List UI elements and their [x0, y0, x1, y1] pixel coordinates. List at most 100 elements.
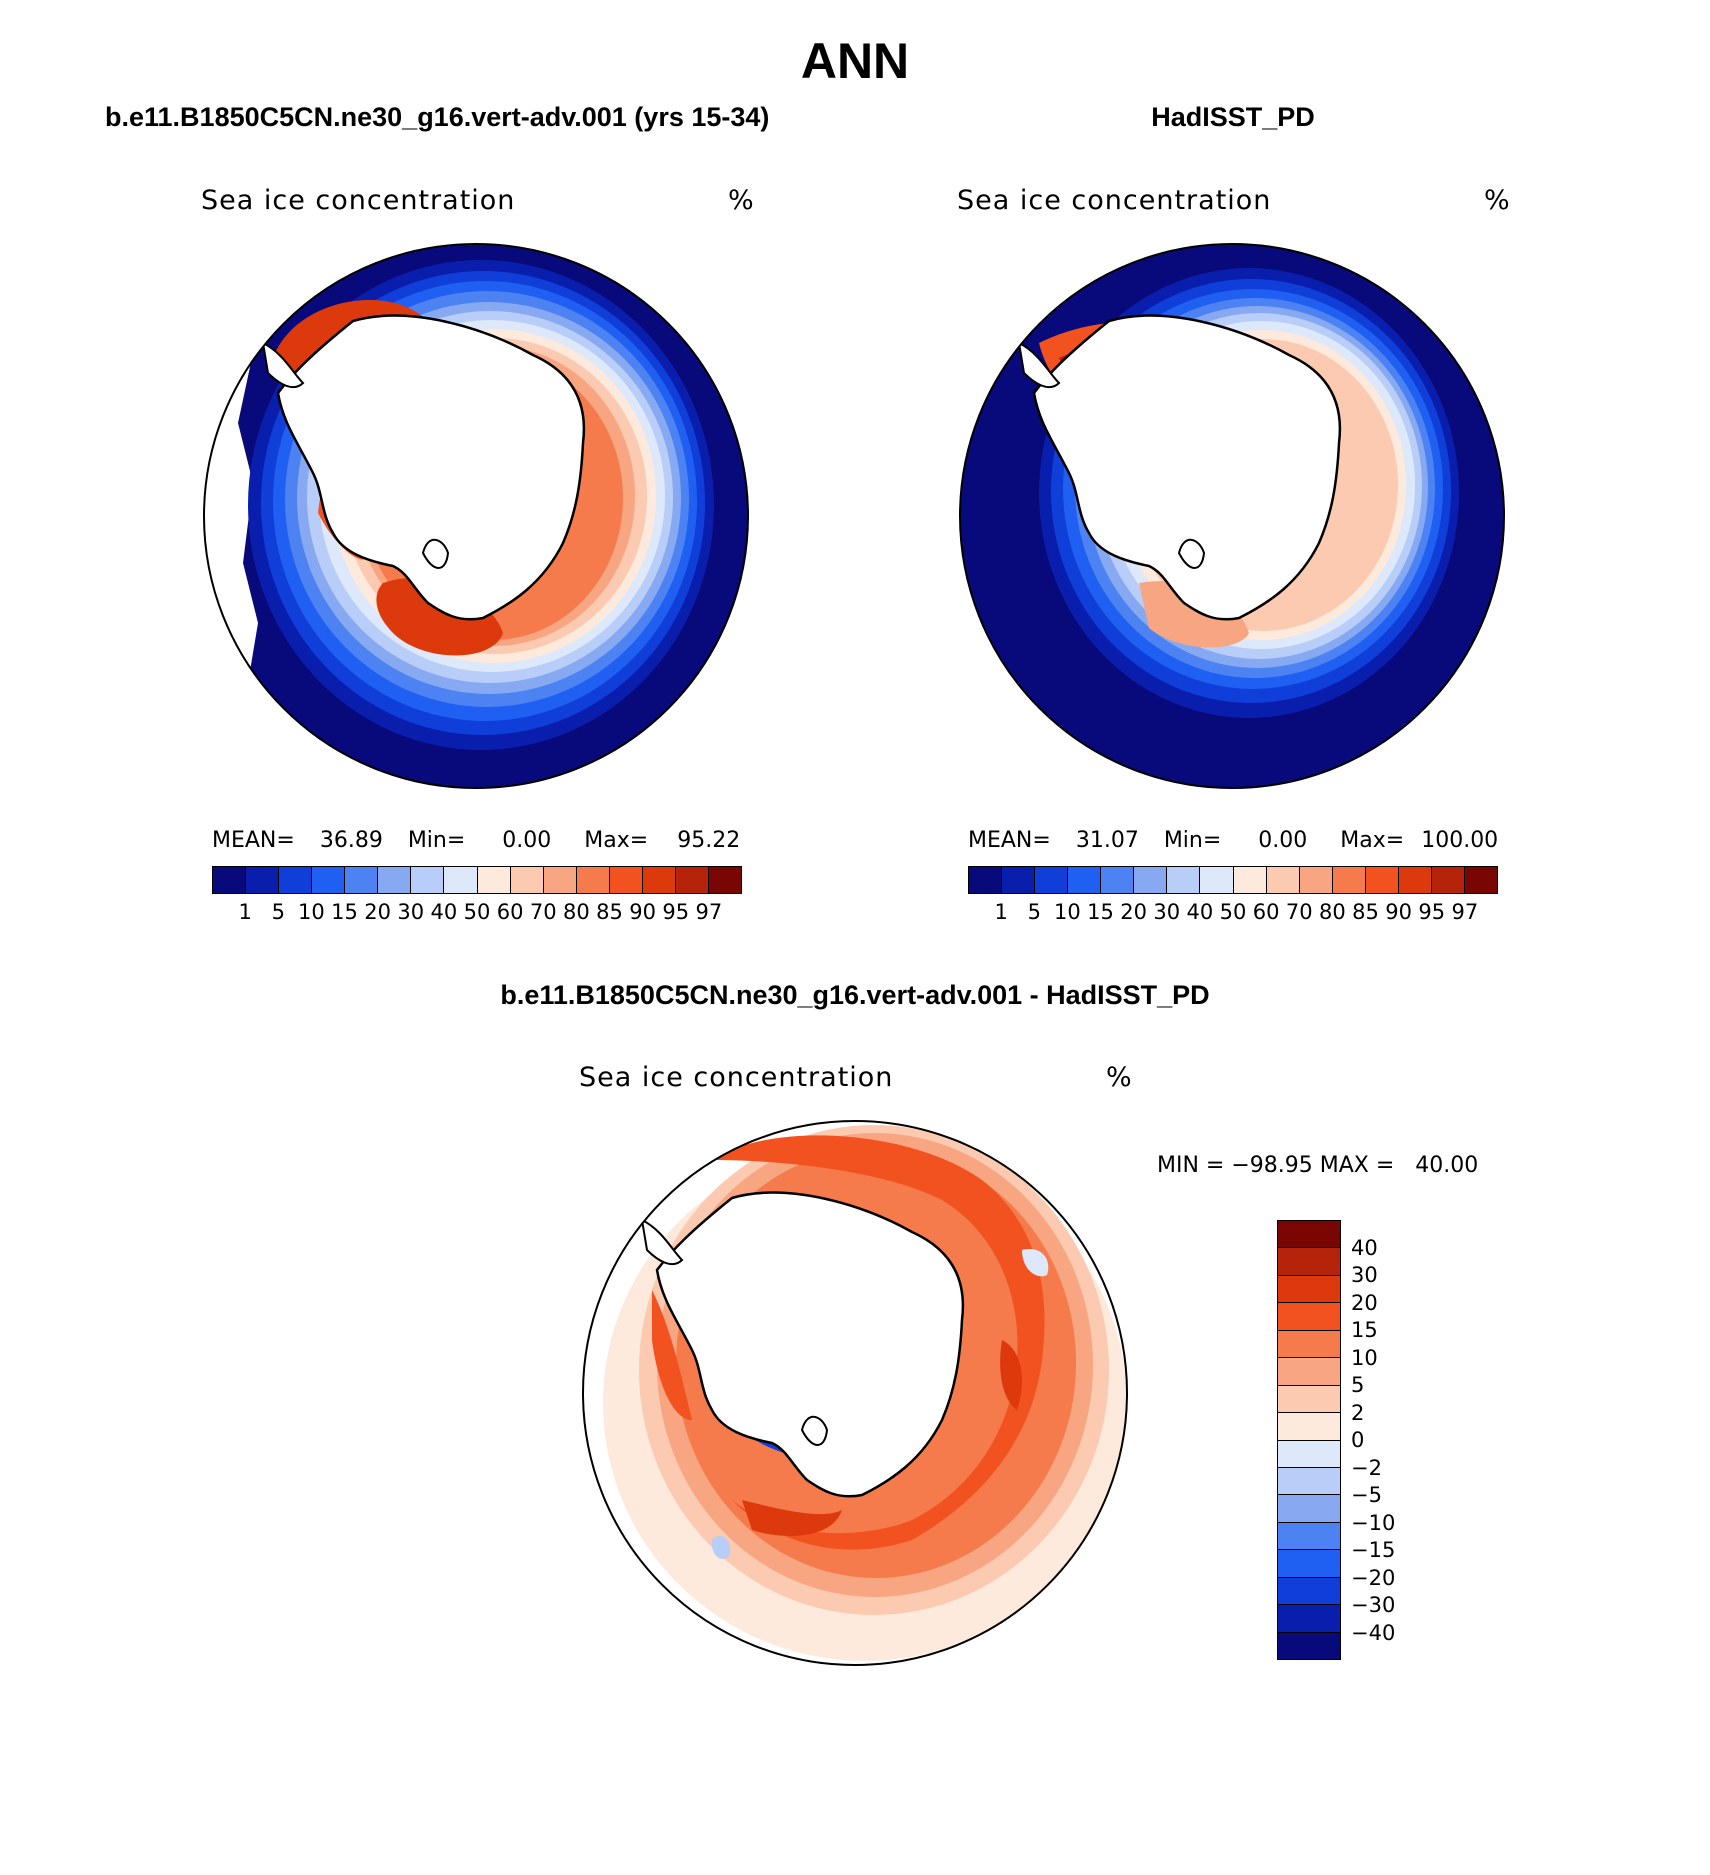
model-field-label: Sea ice concentration	[201, 185, 516, 216]
colorbar-box	[609, 867, 643, 893]
colorbar-tick-label: 97	[695, 900, 723, 924]
colorbar-box	[1278, 1522, 1340, 1551]
colorbar-box	[642, 867, 676, 893]
colorbar-box	[1278, 1248, 1340, 1276]
colorbar-box	[1299, 867, 1333, 893]
colorbar-box	[444, 867, 478, 893]
colorbar-box	[1134, 867, 1168, 893]
obs-mean-label: MEAN=	[968, 828, 1051, 853]
colorbar-box	[345, 867, 379, 893]
colorbar-tick-label: −30	[1351, 1593, 1396, 1617]
colorbar-box	[576, 867, 610, 893]
obs-min-value: 0.00	[1258, 828, 1308, 853]
colorbar-box	[1464, 867, 1497, 893]
colorbar-box	[1167, 867, 1201, 893]
diff-polar-map	[582, 1120, 1128, 1666]
colorbar-box	[213, 867, 247, 893]
colorbar-tick-label: 60	[1252, 900, 1280, 924]
colorbar-box	[1278, 1440, 1340, 1468]
colorbar-tick-label: 50	[463, 900, 491, 924]
model-polar-map	[203, 243, 749, 789]
colorbar-tick-label: 20	[1351, 1290, 1378, 1315]
colorbar-box	[510, 867, 544, 893]
obs-colorbar	[968, 866, 1498, 894]
colorbar-box	[1278, 1303, 1340, 1331]
colorbar-tick-label: 70	[529, 900, 557, 924]
colorbar-tick-label: 60	[496, 900, 524, 924]
obs-min-label: Min=	[1163, 828, 1222, 853]
colorbar-box	[1278, 1275, 1340, 1304]
colorbar-box	[1266, 867, 1300, 893]
colorbar-box	[1365, 867, 1399, 893]
obs-stats: MEAN= 31.07 Min= 0.00 Max= 100.00	[968, 828, 1498, 853]
colorbar-tick-label: 40	[430, 900, 458, 924]
colorbar-box	[1278, 1358, 1340, 1386]
colorbar-tick-label: 15	[331, 900, 358, 924]
colorbar-tick-label: 20	[1120, 900, 1147, 924]
obs-polar-map	[959, 243, 1505, 789]
colorbar-box	[1278, 1495, 1340, 1523]
colorbar-box	[1233, 867, 1267, 893]
colorbar-tick-label: 85	[1352, 900, 1379, 924]
colorbar-box	[411, 867, 445, 893]
obs-max-value: 100.00	[1421, 828, 1499, 853]
colorbar-box	[1278, 1632, 1340, 1659]
model-min-label: Min=	[407, 828, 466, 853]
colorbar-box	[279, 867, 313, 893]
model-max-label: Max=	[584, 828, 649, 853]
colorbar-tick-label: −20	[1351, 1565, 1396, 1590]
colorbar-box	[1278, 1467, 1340, 1496]
colorbar-box	[477, 867, 511, 893]
colorbar-tick-label: 70	[1285, 900, 1313, 924]
colorbar-box	[1278, 1577, 1340, 1606]
colorbar-box	[1278, 1413, 1340, 1441]
obs-case-title: HadISST_PD	[1151, 102, 1315, 132]
colorbar-tick-label: 40	[1351, 1235, 1378, 1260]
colorbar-box	[312, 867, 346, 893]
colorbar-box	[969, 867, 1003, 893]
model-colorbar	[212, 866, 742, 894]
colorbar-tick-label: −2	[1351, 1455, 1382, 1480]
diff-minmax: MIN = −98.95 MAX = 40.00	[1157, 1153, 1479, 1178]
colorbar-tick-label: 5	[271, 900, 285, 924]
colorbar-tick-label: 15	[1087, 900, 1114, 924]
colorbar-box	[1101, 867, 1135, 893]
colorbar-box	[1332, 867, 1366, 893]
colorbar-tick-label: 1	[238, 900, 252, 924]
colorbar-tick-label: −10	[1351, 1510, 1396, 1535]
diff-case-title: b.e11.B1850C5CN.ne30_g16.vert-adv.001 - …	[500, 980, 1210, 1010]
colorbar-box	[1278, 1385, 1340, 1414]
colorbar-tick-label: 40	[1186, 900, 1214, 924]
model-case-title: b.e11.B1850C5CN.ne30_g16.vert-adv.001 (y…	[105, 102, 770, 132]
colorbar-tick-label: 10	[298, 900, 325, 924]
colorbar-box	[1200, 867, 1234, 893]
colorbar-box	[378, 867, 412, 893]
colorbar-tick-label: 5	[1027, 900, 1041, 924]
colorbar-tick-label: 95	[1418, 900, 1446, 924]
obs-field-label: Sea ice concentration	[957, 185, 1272, 216]
colorbar-tick-label: 10	[1351, 1345, 1378, 1370]
colorbar-tick-label: 5	[1351, 1373, 1365, 1397]
colorbar-tick-label: 50	[1219, 900, 1247, 924]
colorbar-tick-label: 90	[629, 900, 656, 924]
colorbar-box	[675, 867, 709, 893]
colorbar-box	[1278, 1330, 1340, 1359]
colorbar-tick-label: 90	[1385, 900, 1412, 924]
model-min-value: 0.00	[502, 828, 552, 853]
main-title: ANN	[800, 33, 910, 89]
colorbar-tick-label: 20	[364, 900, 391, 924]
model-mean-value: 36.89	[319, 828, 383, 853]
colorbar-tick-label: 30	[1351, 1263, 1378, 1287]
colorbar-box	[1035, 867, 1069, 893]
colorbar-box	[1002, 867, 1036, 893]
colorbar-box	[1431, 867, 1465, 893]
colorbar-tick-label: 0	[1351, 1428, 1365, 1452]
model-mean-label: MEAN=	[212, 828, 295, 853]
colorbar-tick-label: 95	[662, 900, 690, 924]
colorbar-box	[543, 867, 577, 893]
colorbar-box	[246, 867, 280, 893]
model-stats: MEAN= 36.89 Min= 0.00 Max= 95.22	[212, 828, 740, 853]
colorbar-box	[1278, 1221, 1340, 1249]
obs-unit-label: %	[1484, 185, 1511, 216]
colorbar-box	[1278, 1605, 1340, 1633]
